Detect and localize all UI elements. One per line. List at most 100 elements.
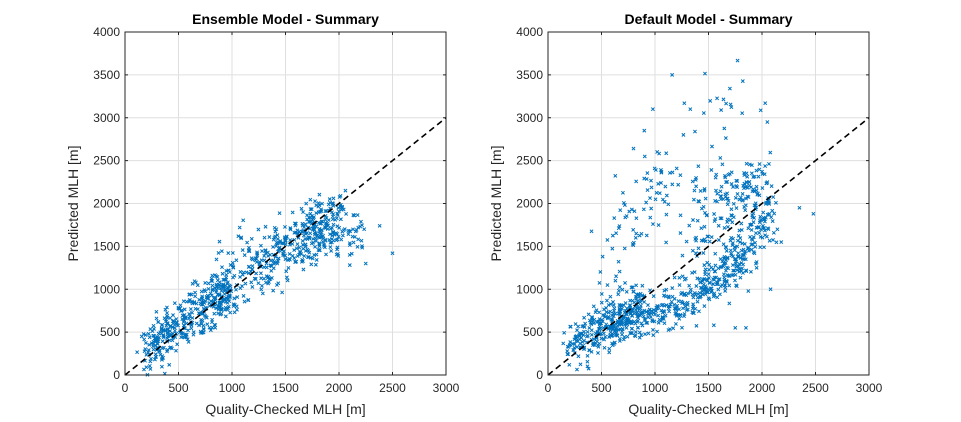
ensemble-data-point bbox=[312, 215, 316, 219]
ensemble-data-point bbox=[259, 276, 264, 281]
ensemble-data-point bbox=[326, 202, 331, 207]
default-data-point bbox=[736, 233, 741, 238]
ensemble-data-point bbox=[194, 321, 199, 326]
default-data-point bbox=[753, 201, 758, 206]
default-data-point bbox=[622, 246, 627, 251]
ensemble-data-point bbox=[306, 255, 311, 259]
default-data-point bbox=[597, 341, 602, 346]
default-points bbox=[561, 58, 816, 372]
ensemble-data-point bbox=[234, 258, 239, 263]
default-data-point bbox=[601, 313, 606, 318]
ensemble-data-point bbox=[390, 251, 395, 256]
ensemble-data-point bbox=[317, 248, 322, 253]
ensemble-data-point bbox=[355, 244, 360, 249]
default-data-point bbox=[579, 331, 584, 336]
default-data-point bbox=[745, 174, 750, 179]
default-data-point bbox=[727, 86, 732, 91]
default-data-point bbox=[757, 193, 762, 198]
default-data-point bbox=[619, 322, 624, 327]
default-data-point bbox=[763, 164, 768, 168]
ensemble-data-point bbox=[174, 320, 179, 325]
default-data-point bbox=[736, 264, 741, 269]
default-data-point bbox=[725, 265, 729, 270]
ensemble-data-point bbox=[183, 316, 188, 321]
default-data-point bbox=[645, 188, 650, 193]
ensemble-x-tick-label: 3000 bbox=[433, 381, 460, 395]
default-data-point bbox=[645, 171, 650, 176]
default-data-point bbox=[736, 251, 741, 256]
default-data-point bbox=[598, 269, 603, 274]
ensemble-data-point bbox=[232, 310, 237, 315]
default-data-point bbox=[690, 292, 695, 297]
default-data-point bbox=[731, 201, 736, 206]
default-data-point bbox=[762, 226, 767, 230]
ensemble-data-point bbox=[161, 345, 166, 350]
ensemble-data-point bbox=[143, 347, 148, 352]
ensemble-data-point bbox=[210, 278, 215, 283]
default-data-point bbox=[754, 260, 759, 264]
ensemble-data-point bbox=[193, 290, 198, 295]
default-data-point bbox=[702, 304, 707, 309]
ensemble-data-point bbox=[328, 226, 333, 231]
default-data-point bbox=[670, 286, 675, 291]
ensemble-data-point bbox=[144, 365, 149, 370]
default-data-point bbox=[726, 273, 731, 278]
ensemble-data-point bbox=[347, 252, 352, 257]
ensemble-data-point bbox=[241, 218, 246, 223]
default-data-point bbox=[634, 179, 639, 184]
ensemble-data-point bbox=[377, 223, 382, 228]
ensemble-data-point bbox=[220, 265, 224, 270]
default-data-point bbox=[697, 309, 701, 314]
ensemble-data-point bbox=[202, 288, 207, 293]
default-data-point bbox=[597, 321, 602, 326]
default-data-point bbox=[766, 161, 771, 166]
ensemble-data-point bbox=[165, 311, 169, 315]
default-data-point bbox=[591, 321, 596, 326]
default-data-point bbox=[774, 240, 779, 245]
default-data-point bbox=[663, 184, 668, 189]
default-y-tick-label: 2500 bbox=[516, 154, 543, 168]
ensemble-data-point bbox=[196, 311, 201, 316]
ensemble-data-point bbox=[171, 313, 175, 318]
default-data-point bbox=[709, 235, 714, 240]
ensemble-data-point bbox=[290, 210, 295, 215]
default-data-point bbox=[655, 304, 660, 308]
default-data-point bbox=[582, 338, 586, 343]
default-data-point bbox=[729, 105, 734, 110]
ensemble-data-point bbox=[190, 310, 195, 315]
default-data-point bbox=[715, 199, 720, 204]
ensemble-data-point bbox=[201, 330, 206, 335]
default-data-point bbox=[677, 283, 682, 287]
default-data-point bbox=[667, 170, 672, 175]
ensemble-data-point bbox=[237, 225, 242, 230]
default-data-point bbox=[728, 102, 733, 107]
ensemble-data-point bbox=[139, 334, 144, 339]
default-data-point bbox=[746, 289, 751, 293]
ensemble-data-point bbox=[330, 230, 335, 235]
ensemble-data-point bbox=[252, 276, 257, 281]
ensemble-data-point bbox=[199, 322, 204, 327]
default-data-point bbox=[622, 335, 627, 339]
default-data-point bbox=[685, 307, 690, 312]
ensemble-x-tick-label: 1000 bbox=[219, 381, 246, 395]
ensemble-data-point bbox=[200, 294, 205, 299]
default-y-tick-label: 0 bbox=[536, 368, 543, 382]
ensemble-data-point bbox=[161, 355, 166, 360]
default-data-point bbox=[605, 298, 609, 303]
default-data-point bbox=[705, 278, 710, 283]
default-data-point bbox=[729, 182, 734, 186]
ensemble-data-point bbox=[226, 285, 231, 290]
default-data-point bbox=[718, 189, 723, 194]
default-data-point bbox=[714, 172, 719, 177]
default-data-point bbox=[664, 151, 669, 156]
default-data-point bbox=[654, 190, 659, 195]
default-data-point bbox=[655, 149, 660, 154]
ensemble-data-point bbox=[208, 328, 213, 333]
default-data-point bbox=[644, 233, 649, 238]
default-data-point bbox=[655, 329, 659, 334]
default-data-point bbox=[768, 287, 773, 292]
ensemble-data-point bbox=[234, 304, 239, 309]
ensemble-data-point bbox=[216, 307, 221, 312]
default-data-point bbox=[593, 310, 598, 315]
default-data-point bbox=[642, 316, 647, 321]
